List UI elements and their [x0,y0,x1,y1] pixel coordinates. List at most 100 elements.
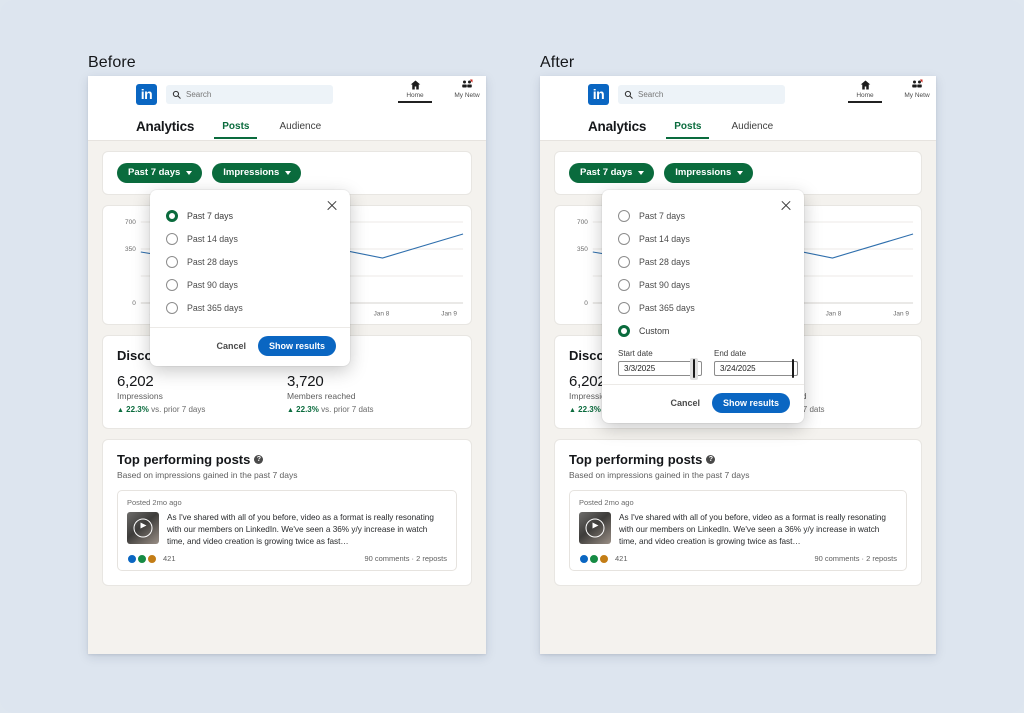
network-icon [912,79,923,88]
close-icon[interactable] [326,200,338,212]
radio-icon [166,232,178,245]
radio-option-past-365-days[interactable]: Past 365 days [618,296,788,319]
radio-option-custom[interactable]: Custom [618,319,788,342]
y-tick-350: 350 [125,246,136,253]
close-icon[interactable] [780,200,792,212]
metric-filter-button[interactable]: Impressions [664,163,754,183]
start-date-calendar-button[interactable] [690,357,698,380]
post-text: As I've shared with all of you before, v… [619,512,886,546]
date-range-filter-button[interactable]: Past 7 days [569,163,655,183]
y-tick-0: 0 [584,299,588,306]
post-meta: 90 comments · 2 reposts [364,554,447,564]
question-mark-icon[interactable]: ? [254,454,264,464]
date-range-filter-label: Past 7 days [580,167,633,178]
linkedin-logo[interactable]: in [588,83,609,105]
radio-option-label: Past 14 days [639,233,690,244]
date-range-filter-button[interactable]: Past 7 days [117,163,203,183]
filter-card: Past 7 days Impressions [554,151,922,195]
radio-icon [166,209,178,222]
chevron-down-icon [186,170,193,175]
metric-members-delta-suffix: vs. prior 7 dats [321,404,374,414]
dropdown-options: Past 7 days Past 14 days Past 28 days Pa… [602,190,804,384]
metric-members-value: 3,720 [287,372,324,390]
discovery-metrics: 6,202 Impressions ▲ 22.3% vs. prior 7 da… [117,373,457,414]
radio-option-label: Past 90 days [639,279,690,290]
metric-impressions-delta: ▲ 22.3% vs. prior 7 days [117,405,287,414]
question-mark-icon[interactable]: ? [706,454,716,464]
radio-option-label: Past 365 days [187,302,243,313]
radio-icon [618,209,630,222]
metric-impressions-delta-suffix: vs. prior 7 days [151,404,206,414]
reaction-count: 421 [615,554,628,564]
tab-posts[interactable]: Posts [214,115,258,139]
search-icon [172,90,181,99]
post-card[interactable]: Posted 2mo ago As I've shared with all o… [117,489,457,571]
nav-item-home-label: Home [406,92,424,99]
radio-icon [166,255,178,268]
video-thumbnail[interactable] [579,511,611,544]
filter-card: Past 7 days Impressions [102,151,472,195]
radio-option-label: Past 365 days [639,302,695,313]
metric-impressions: 6,202 Impressions ▲ 22.3% vs. prior 7 da… [117,373,287,414]
top-posts-title: Top performing posts [569,451,703,467]
radio-option-label: Past 7 days [639,210,685,221]
cancel-button[interactable]: Cancel [670,398,700,408]
radio-option-past-14-days[interactable]: Past 14 days [618,227,788,250]
trend-up-icon: ▲ [569,406,576,414]
radio-option-past-14-days[interactable]: Past 14 days [166,227,334,250]
radio-icon [618,255,630,268]
show-results-button[interactable]: Show results [257,336,336,356]
radio-option-label: Past 7 days [187,210,233,221]
radio-option-past-28-days[interactable]: Past 28 days [166,250,334,273]
radio-option-past-7-days[interactable]: Past 7 days [618,204,788,227]
y-tick-0: 0 [132,299,136,306]
nav-item-home[interactable]: Home [396,79,434,103]
metric-impressions-value: 6,202 [569,372,606,390]
search-placeholder: Search [638,89,664,99]
calendar-icon [792,358,794,378]
top-posts-title-row: Top performing posts ? [117,452,457,467]
cancel-button[interactable]: Cancel [216,341,246,351]
x-tick-jan8: Jan 8 [826,310,842,317]
linkedin-logo[interactable]: in [136,83,157,105]
x-tick-jan8: Jan 8 [374,310,390,317]
radio-option-past-90-days[interactable]: Past 90 days [166,273,334,296]
tab-audience[interactable]: Audience [279,120,322,132]
radio-option-past-90-days[interactable]: Past 90 days [618,273,788,296]
page-title: Analytics [588,118,647,134]
date-range-dropdown[interactable]: Past 7 days Past 14 days Past 28 days Pa… [150,190,350,366]
post-meta: 90 comments · 2 reposts [814,554,897,564]
end-date-calendar-button[interactable] [792,358,794,378]
radio-option-past-28-days[interactable]: Past 28 days [618,250,788,273]
show-results-button[interactable]: Show results [711,393,790,413]
post-card[interactable]: Posted 2mo ago As I've shared with all o… [569,489,907,571]
chevron-down-icon [285,170,292,175]
radio-option-past-7-days[interactable]: Past 7 days [166,204,334,227]
reactions-group[interactable]: 421 [127,553,176,564]
nav-item-home[interactable]: Home [846,79,884,103]
radio-option-past-365-days[interactable]: Past 365 days [166,296,334,319]
nav-icon-group: Home My Netw [846,76,936,115]
nav-item-network[interactable]: My Netw [898,79,936,99]
support-icon [589,553,599,564]
tab-audience[interactable]: Audience [731,120,774,132]
panel-after: in Search Home [540,76,936,654]
analytics-subnav: Analytics Posts Audience [540,112,936,141]
reactions-group[interactable]: 421 [579,553,628,564]
top-posts-card: Top performing posts ? Based on impressi… [554,438,922,586]
end-date-input[interactable]: 3/24/2025 [714,358,798,378]
end-date-value: 3/24/2025 [720,364,756,373]
chevron-down-icon [737,170,744,175]
post-timestamp: Posted 2mo ago [127,497,182,507]
nav-item-network[interactable]: My Netw [448,79,486,99]
metric-filter-button[interactable]: Impressions [212,163,302,183]
tab-posts[interactable]: Posts [666,115,710,139]
video-thumbnail[interactable] [127,511,159,544]
search-input[interactable]: Search [166,84,333,104]
date-range-dropdown[interactable]: Past 7 days Past 14 days Past 28 days Pa… [602,190,804,423]
y-tick-700: 700 [577,219,588,226]
start-date-label: Start date [618,349,653,358]
search-input[interactable]: Search [618,84,785,104]
start-date-input[interactable]: 3/3/2025 [618,357,702,380]
radio-icon [618,278,630,291]
